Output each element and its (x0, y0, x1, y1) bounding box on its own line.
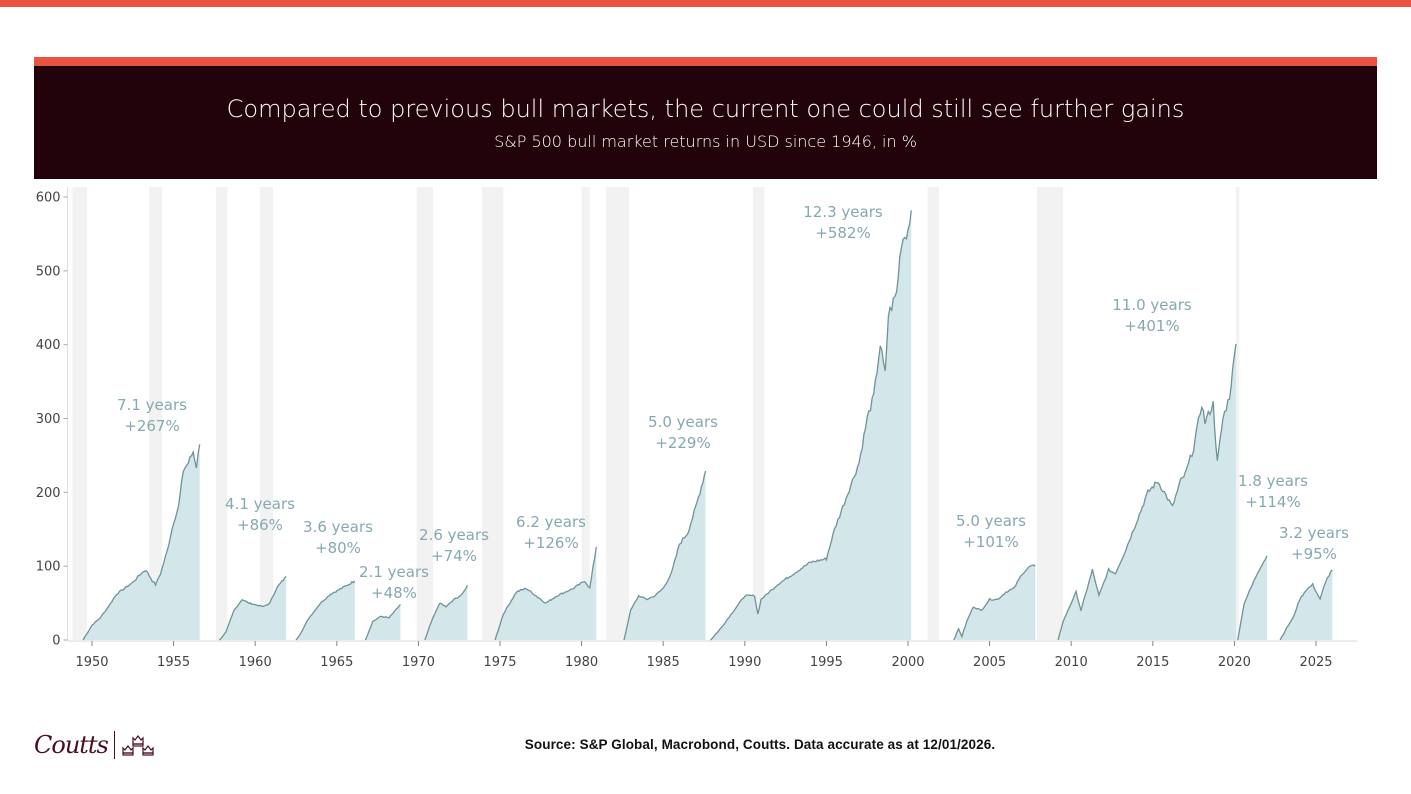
annotation-duration: 2.1 years (359, 563, 429, 581)
annotation-gain: +101% (963, 533, 1018, 551)
y-tick-label: 200 (36, 486, 61, 501)
series-area-7 (624, 470, 706, 640)
recession-band (482, 187, 504, 640)
annotation-duration: 4.1 years (225, 495, 295, 513)
series-area-12 (1280, 569, 1333, 640)
y-tick-label: 500 (36, 264, 61, 279)
recession-band (581, 187, 590, 640)
x-tick-label: 1995 (810, 655, 843, 670)
x-tick-label: 2015 (1136, 655, 1169, 670)
x-tick-label: 1985 (647, 655, 680, 670)
annotation-duration: 6.2 years (516, 513, 586, 531)
x-tick-label: 1950 (75, 655, 108, 670)
annotation-gain: +74% (431, 547, 477, 565)
x-tick-label: 1960 (239, 655, 272, 670)
annotation-duration: 7.1 years (117, 396, 187, 414)
x-tick-label: 2020 (1218, 655, 1251, 670)
recession-band (72, 187, 88, 640)
series-area-4 (365, 604, 401, 640)
series-area-10 (1058, 343, 1236, 640)
x-tick-label: 2025 (1299, 655, 1332, 670)
x-tick-label: 1955 (157, 655, 190, 670)
source-note: Source: S&P Global, Macrobond, Coutts. D… (524, 737, 996, 752)
annotation-gain: +114% (1245, 493, 1300, 511)
coutts-logo: Coutts (34, 728, 155, 762)
annotation-gain: +80% (315, 539, 361, 557)
recession-band (416, 187, 434, 640)
header-accent-strip (34, 57, 1377, 66)
y-tick-label: 0 (52, 634, 60, 649)
recession-band (606, 187, 629, 640)
annotation-gain: +267% (124, 417, 179, 435)
annotation-duration: 12.3 years (803, 203, 883, 221)
series-area-8 (710, 210, 912, 641)
bull-market-chart: 0 100 200 300 400 500 600 1950 1955 1960 1965 1970 1… (36, 187, 1357, 670)
recession-band (927, 187, 940, 640)
annotation-duration: 5.0 years (648, 413, 718, 431)
annotation-gain: +229% (655, 434, 710, 452)
series-area-5 (424, 585, 468, 640)
x-tick-label: 1975 (483, 655, 516, 670)
series-line-9 (953, 564, 1036, 641)
annotation-duration: 5.0 years (956, 512, 1026, 530)
y-tick-label: 300 (36, 412, 61, 427)
top-accent-bar (0, 0, 1411, 7)
series-area-9 (953, 565, 1036, 640)
series-area-6 (495, 547, 597, 640)
series-line-8 (710, 210, 912, 641)
x-tick-label: 1980 (565, 655, 598, 670)
annotation-duration: 1.8 years (1238, 472, 1308, 490)
y-tick-label: 600 (36, 191, 61, 206)
x-tick-label: 1965 (320, 655, 353, 670)
series-line-12 (1279, 569, 1333, 641)
recession-band (1236, 187, 1240, 640)
x-tick-label: 2000 (891, 655, 924, 670)
x-tick-label: 2010 (1055, 655, 1088, 670)
series-line-7 (623, 470, 707, 641)
chart-title: Compared to previous bull markets, the c… (226, 95, 1185, 123)
recession-band (149, 187, 163, 640)
series-area-1 (83, 444, 200, 640)
series-area-11 (1237, 555, 1267, 640)
series-area-3 (296, 580, 355, 640)
annotation-gain: +582% (815, 224, 870, 242)
series-line-4 (364, 604, 401, 641)
chart-header: Compared to previous bull markets, the c… (34, 57, 1377, 179)
recession-band (752, 187, 765, 640)
recession-band (216, 187, 228, 640)
annotation-duration: 2.6 years (419, 526, 489, 544)
annotation-gain: +95% (1291, 545, 1337, 563)
x-tick-label: 1970 (402, 655, 435, 670)
logo-divider (113, 731, 115, 759)
series-line-5 (424, 585, 468, 641)
series-line-10 (1057, 343, 1237, 641)
x-tick-label: 2005 (973, 655, 1006, 670)
annotation-gain: +48% (371, 584, 417, 602)
y-tick-label: 400 (36, 338, 61, 353)
recession-band (1036, 187, 1064, 640)
series-line-2 (218, 575, 287, 641)
x-tick-label: 1990 (728, 655, 761, 670)
chart-subtitle: S&P 500 bull market returns in USD since… (494, 132, 917, 151)
annotation-duration: 3.2 years (1279, 524, 1349, 542)
series-line-1 (82, 444, 201, 641)
series-line-11 (1237, 555, 1268, 641)
crowns-icon (122, 735, 154, 756)
series-line-3 (295, 580, 356, 641)
series-area-2 (219, 576, 287, 640)
annotation-duration: 3.6 years (303, 518, 373, 536)
annotation-gain: +126% (523, 534, 578, 552)
recession-band (260, 187, 274, 640)
y-tick-label: 100 (36, 560, 61, 575)
annotation-duration: 11.0 years (1112, 296, 1192, 314)
annotation-gain: +86% (237, 516, 283, 534)
annotation-gain: +401% (1124, 317, 1179, 335)
series-line-6 (494, 546, 597, 641)
logo-wordmark: Coutts (34, 731, 109, 759)
